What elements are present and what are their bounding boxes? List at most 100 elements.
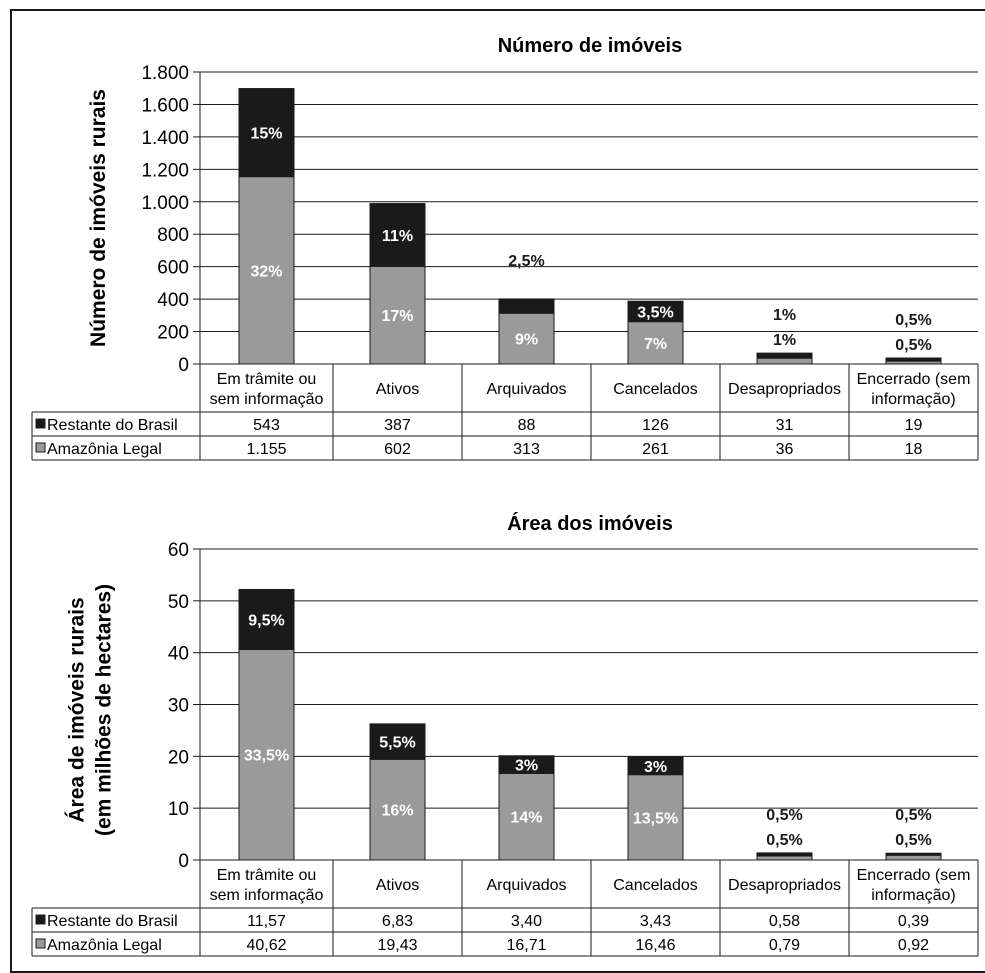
bar-restante-do-brasil (756, 852, 813, 857)
data-label-restante-do-brasil: 9,5% (248, 612, 284, 629)
bar-amazonia-legal (756, 855, 813, 861)
category-label: Desapropriados (728, 877, 841, 894)
bar-restante-do-brasil (238, 588, 295, 650)
y-axis-label: Número de imóveis rurais (87, 89, 110, 347)
bar-amazonia-legal (369, 758, 426, 861)
bar-restante-do-brasil (238, 88, 295, 178)
table-cell-value: 16,71 (506, 937, 546, 954)
y-axis-label: Área de imóveis rurais (em milhões de hec… (66, 584, 116, 836)
table-cell-value: 0,79 (769, 937, 800, 954)
category-label: Encerrado (sem (857, 867, 971, 884)
bar-restante-do-brasil (627, 756, 684, 776)
table-cell-value: 6,83 (382, 913, 413, 930)
data-label-amazonia-legal: 17% (381, 308, 413, 325)
y-axis-label-line: Número de imóveis rurais (87, 89, 110, 347)
data-label-restante-do-brasil: 5,5% (379, 735, 415, 752)
y-tick-label: 1.600 (141, 95, 189, 116)
y-tick-label: 50 (168, 592, 189, 613)
bar-restante-do-brasil (498, 298, 555, 314)
table-cell-value: 31 (776, 417, 794, 434)
table-cell-value: 11,57 (247, 913, 286, 930)
category-label: sem informação (210, 887, 324, 904)
table-cell-value: 313 (513, 441, 540, 458)
category-label: Desapropriados (728, 381, 841, 398)
data-label-amazonia-legal: 33,5% (244, 748, 289, 765)
legend-label: Amazônia Legal (47, 441, 162, 458)
data-label-amazonia-legal: 0,5% (895, 832, 931, 849)
data-label-restante-do-brasil: 0,5% (766, 807, 802, 824)
legend-swatch (35, 914, 46, 925)
category-label: Arquivados (486, 877, 566, 894)
chart-svg-area: Área dos imóveis Área de imóveis rurais (e… (31, 512, 979, 957)
table-cell-value: 126 (642, 417, 669, 434)
category-label: informação) (871, 391, 955, 408)
data-label-restante-do-brasil: 1% (773, 307, 796, 324)
legend-swatch (35, 938, 46, 949)
category-label: Encerrado (sem (857, 371, 971, 388)
data-label-restante-do-brasil: 0,5% (895, 807, 931, 824)
category-label: Em trâmite ou (217, 867, 317, 884)
table-cell-value: 3,40 (511, 913, 542, 930)
data-label-amazonia-legal: 9% (515, 332, 538, 349)
legend-swatch (35, 418, 46, 429)
bar-amazonia-legal (756, 357, 813, 365)
category-label: Arquivados (486, 381, 566, 398)
data-label-amazonia-legal: 1% (773, 332, 796, 349)
data-label-amazonia-legal: 32% (250, 263, 282, 280)
table-cell-value: 19 (905, 417, 923, 434)
y-tick-label: 600 (157, 258, 189, 279)
data-label-amazonia-legal: 7% (644, 336, 667, 353)
data-label-restante-do-brasil: 2,5% (508, 253, 544, 270)
bar-amazonia-legal (498, 772, 555, 861)
y-tick-label: 40 (168, 644, 189, 665)
category-label: sem informação (210, 391, 324, 408)
bar-amazonia-legal (369, 265, 426, 365)
data-label-restante-do-brasil: 3% (644, 759, 667, 776)
bar-restante-do-brasil (369, 203, 426, 267)
bar-restante-do-brasil (885, 357, 942, 362)
chart-svg-number: Número de imóveis Número de imóveis rurai… (31, 35, 979, 461)
bar-restante-do-brasil (627, 300, 684, 323)
bar-restante-do-brasil (498, 755, 555, 774)
table-cell-value: 0,92 (898, 937, 929, 954)
category-label: Em trâmite ou (217, 371, 317, 388)
table-cell-value: 0,39 (898, 913, 929, 930)
data-label-amazonia-legal: 0,5% (895, 337, 931, 354)
data-label-restante-do-brasil: 3% (515, 758, 538, 775)
data-label-amazonia-legal: 13,5% (633, 810, 678, 827)
bar-amazonia-legal (498, 312, 555, 365)
table-cell-value: 1.155 (246, 441, 286, 458)
table-cell-value: 88 (518, 417, 536, 434)
y-tick-label: 1.800 (141, 63, 189, 84)
legend-label: Amazônia Legal (47, 937, 162, 954)
figure-frame (10, 9, 985, 973)
bar-amazonia-legal (885, 854, 942, 861)
y-tick-label: 0 (178, 851, 189, 872)
table-cell-value: 36 (776, 441, 794, 458)
table-cell-value: 16,46 (635, 937, 675, 954)
chart-title: Área dos imóveis (507, 512, 673, 535)
table-cell-value: 261 (642, 441, 669, 458)
data-label-restante-do-brasil: 15% (250, 126, 282, 143)
table-cell-value: 3,43 (640, 913, 671, 930)
legend-swatch (35, 442, 46, 453)
data-label-amazonia-legal: 0,5% (766, 832, 802, 849)
data-label-amazonia-legal: 16% (381, 803, 413, 820)
chart-title: Número de imóveis (498, 35, 683, 57)
y-axis-label-line: (em milhões de hectares) (93, 584, 116, 836)
bar-restante-do-brasil (756, 352, 813, 359)
category-label: Ativos (376, 381, 420, 398)
y-tick-label: 0 (178, 355, 189, 376)
y-tick-label: 1.400 (141, 128, 189, 149)
y-tick-label: 20 (168, 747, 189, 768)
data-label-restante-do-brasil: 0,5% (895, 312, 931, 329)
bar-amazonia-legal (627, 774, 684, 861)
chart-number-of-properties: Número de imóveis Número de imóveis rurai… (0, 0, 985, 470)
y-tick-label: 60 (168, 540, 189, 561)
y-tick-label: 30 (168, 696, 189, 717)
y-axis-label-line: Área de imóveis rurais (66, 597, 89, 822)
y-tick-label: 10 (168, 799, 189, 820)
category-label: informação) (871, 887, 955, 904)
table-cell-value: 387 (384, 417, 411, 434)
category-label: Ativos (376, 877, 420, 894)
